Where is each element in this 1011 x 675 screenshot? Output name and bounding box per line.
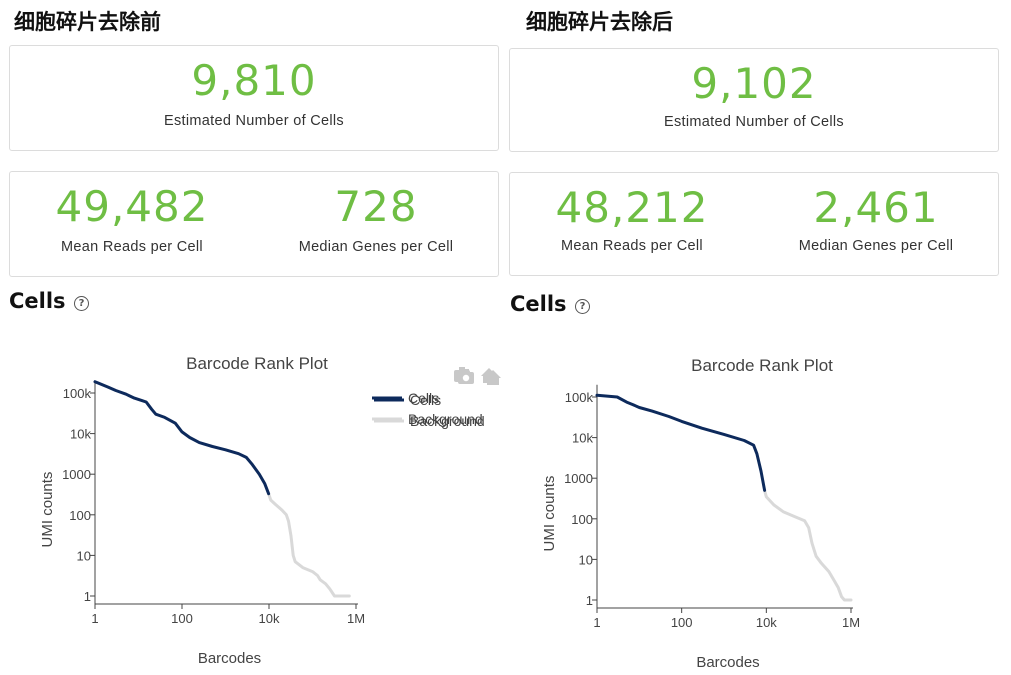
barcode-rank-plot: Barcode Rank Plot 1 100 10k 1M 1 10 100 1000 10k 1… [39,354,497,667]
legend-label: Background [410,413,485,429]
y-tick-label: 10k [70,427,91,442]
y-tick-label: 1000 [62,467,91,482]
x-tick-label: 100 [671,615,693,630]
help-icon[interactable]: ? [74,296,89,311]
camera-icon-top[interactable] [459,367,465,371]
legend-label: Background [408,411,483,427]
mean-reads-value: 49,482 [55,182,209,231]
x-tick-label: 1 [91,611,98,626]
help-icon[interactable]: ? [575,299,590,314]
cells-section-title: Cells [9,289,66,313]
y-tick-label: 1 [586,593,593,608]
x-tick-label: 10k [259,611,280,626]
estimated-cells-card: 9,102 Estimated Number of Cells [509,48,999,152]
series-line-background [763,488,853,602]
estimated-cells-label: Estimated Number of Cells [664,114,844,130]
median-genes-label: Median Genes per Cell [298,239,454,255]
mean-reads-label: Mean Reads per Cell [61,239,203,255]
median-genes-label: Median Genes per Cell [798,238,954,254]
y-tick-label: 10k [572,431,593,446]
series-line-cells [595,393,767,492]
y-tick-label: 100k [63,386,92,401]
chart-title: Barcode Rank Plot [691,356,833,375]
x-tick-label: 1 [593,615,600,630]
x-tick-label: 10k [756,615,777,630]
x-tick-label: 100 [171,611,193,626]
estimated-cells-value: 9,810 [191,56,317,105]
median-genes-value: 2,461 [813,183,939,232]
y-tick-label: 10 [579,552,593,567]
y-tick-label: 1 [84,589,91,604]
mean-reads-label: Mean Reads per Cell [561,238,703,254]
panel-heading: 细胞碎片去除后 [526,10,673,34]
y-tick-label: 1000 [564,471,593,486]
camera-icon[interactable] [458,369,474,384]
metrics-card: 48,212 Mean Reads per Cell 2,461 Median … [509,172,999,276]
chart-title: Barcode Rank Plot [186,354,328,373]
panel-before: 细胞碎片去除前 9,810 Estimated Number of Cells … [0,0,500,675]
cells-section-title: Cells [510,292,567,316]
estimated-cells-card: 9,810 Estimated Number of Cells [9,45,499,151]
home-icon-shape[interactable] [485,370,501,385]
y-tick-label: 100 [571,512,593,527]
y-tick-label: 100 [69,508,91,523]
series-line-background [267,492,351,598]
y-tick-label: 10 [77,548,91,563]
y-axis-label: UMI counts [39,472,56,548]
legend-label: Cells [410,392,441,408]
estimated-cells-value: 9,102 [691,59,817,108]
x-tick-label: 1M [842,615,860,630]
camera-icon-top[interactable] [463,369,469,373]
median-genes-value: 728 [334,182,418,231]
y-axis-label: UMI counts [541,476,558,552]
panel-heading: 细胞碎片去除前 [14,10,161,34]
legend-label: Cells [408,390,439,406]
panel-after: 细胞碎片去除后 9,102 Estimated Number of Cells … [374,0,1002,675]
x-tick-label: 1M [347,611,365,626]
metrics-card: 49,482 Mean Reads per Cell 728 Median Ge… [9,171,499,277]
barcode-rank-plot: Barcode Rank Plot 1 100 10k 1M 1 10 100 1000 10k 1… [374,356,860,671]
y-tick-label: 100k [565,390,594,405]
x-axis-label: Barcodes [696,654,759,671]
estimated-cells-label: Estimated Number of Cells [164,113,344,129]
mean-reads-value: 48,212 [555,183,709,232]
camera-icon-lens[interactable] [462,374,470,382]
series-line-cells [93,380,271,496]
x-axis-label: Barcodes [198,650,261,667]
home-icon[interactable] [485,370,501,385]
